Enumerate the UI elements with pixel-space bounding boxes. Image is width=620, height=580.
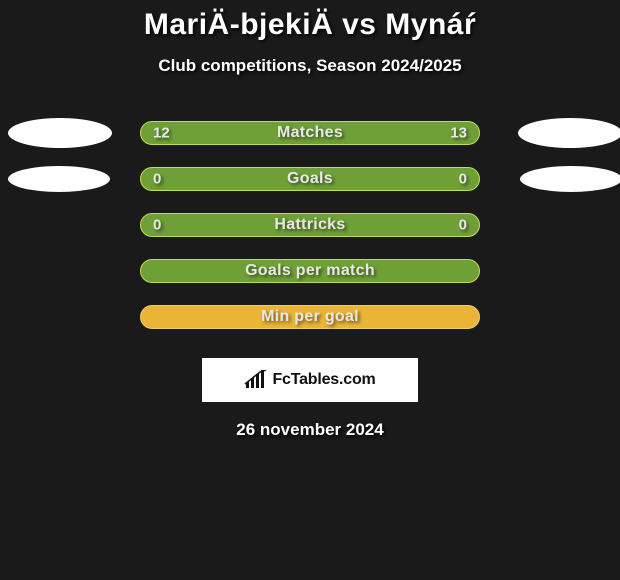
comparison-card: MariÄ-bjekiÄ vs Mynáŕ Club competitions,… (0, 0, 620, 440)
stat-pill: 0 Hattricks 0 (140, 213, 480, 237)
card-title: MariÄ-bjekiÄ vs Mynáŕ (0, 8, 620, 42)
stat-value-right: 13 (450, 125, 467, 142)
stat-label: Matches (277, 124, 343, 142)
stat-row: Min per goal (0, 294, 620, 340)
stat-rows: 12 Matches 13 0 Goals 0 0 Hattricks 0 Goals per m… (0, 110, 620, 340)
player-left-marker (8, 166, 110, 192)
stat-value-left: 0 (153, 217, 161, 234)
stat-value-right: 0 (459, 217, 467, 234)
stat-pill: 12 Matches 13 (140, 121, 480, 145)
stat-value-right: 0 (459, 171, 467, 188)
source-logo: FcTables.com (202, 358, 418, 402)
stat-label: Min per goal (261, 308, 359, 326)
stat-label: Goals per match (245, 262, 375, 280)
stat-label: Goals (287, 170, 333, 188)
player-right-marker (520, 166, 620, 192)
bars-icon (244, 370, 268, 390)
card-subtitle: Club competitions, Season 2024/2025 (0, 56, 620, 76)
card-date: 26 november 2024 (0, 420, 620, 440)
player-right-marker (518, 118, 620, 148)
stat-pill: 0 Goals 0 (140, 167, 480, 191)
logo-inner: FcTables.com (244, 370, 375, 390)
player-left-marker (8, 118, 112, 148)
stat-row: 0 Hattricks 0 (0, 202, 620, 248)
stat-pill: Min per goal (140, 305, 480, 329)
stat-row: 0 Goals 0 (0, 156, 620, 202)
stat-value-left: 12 (153, 125, 170, 142)
stat-row: 12 Matches 13 (0, 110, 620, 156)
stat-pill: Goals per match (140, 259, 480, 283)
stat-label: Hattricks (274, 216, 345, 234)
logo-text: FcTables.com (272, 371, 375, 389)
stat-row: Goals per match (0, 248, 620, 294)
stat-value-left: 0 (153, 171, 161, 188)
